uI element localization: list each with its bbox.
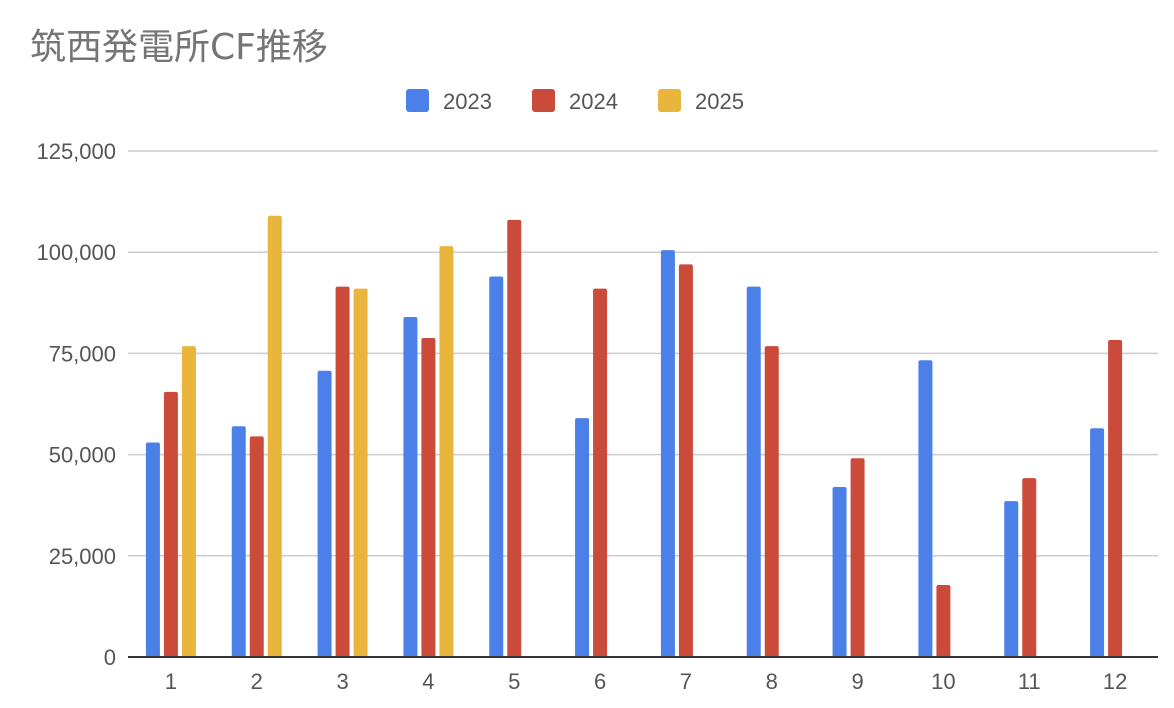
bar-2025-2 (267, 215, 282, 657)
y-tick-label: 75,000 (49, 341, 116, 366)
x-tick-label: 11 (1018, 669, 1041, 694)
bar-2025-3 (353, 288, 368, 657)
x-tick-label: 10 (931, 669, 955, 694)
x-tick-label: 8 (766, 669, 778, 694)
bar-2023-10 (918, 360, 933, 657)
bar-2023-8 (746, 286, 761, 657)
legend-label-2023: 2023 (443, 89, 492, 114)
bar-2023-5 (489, 276, 504, 657)
bar-2024-12 (1108, 340, 1123, 657)
bar-2023-11 (1004, 501, 1019, 657)
y-tick-label: 25,000 (49, 544, 116, 569)
x-tick-label: 9 (851, 669, 863, 694)
y-tick-label: 0 (104, 645, 116, 670)
x-tick-label: 5 (508, 669, 520, 694)
bar-2024-4 (421, 338, 436, 657)
bar-2024-2 (249, 436, 264, 657)
bar-2025-4 (439, 246, 454, 658)
bar-2024-7 (678, 264, 693, 657)
x-tick-label: 3 (336, 669, 348, 694)
bar-2024-9 (850, 458, 865, 657)
bar-2023-2 (231, 426, 246, 657)
bar-2023-4 (403, 316, 418, 657)
y-tick-label: 125,000 (36, 139, 116, 164)
bar-2023-9 (832, 486, 847, 657)
legend-swatch-2025 (658, 89, 681, 112)
y-tick-label: 50,000 (49, 443, 116, 468)
bar-2024-1 (163, 391, 178, 657)
x-tick-label: 12 (1103, 669, 1127, 694)
bar-2025-1 (181, 346, 196, 657)
x-tick-label: 7 (680, 669, 692, 694)
x-tick-label: 1 (165, 669, 177, 694)
bar-2024-5 (507, 219, 522, 658)
bar-2023-3 (317, 370, 332, 657)
bar-2024-6 (593, 288, 608, 657)
legend-label-2025: 2025 (695, 89, 744, 114)
bar-2023-1 (145, 442, 160, 657)
legend-swatch-2024 (532, 89, 555, 112)
bar-2024-8 (764, 346, 779, 657)
x-tick-label: 4 (422, 669, 434, 694)
y-tick-label: 100,000 (36, 240, 116, 265)
chart-title: 筑西発電所CF推移 (30, 27, 328, 68)
x-tick-label: 6 (594, 669, 606, 694)
legend-label-2024: 2024 (569, 89, 618, 114)
bar-2024-3 (335, 286, 350, 657)
bar-2023-12 (1090, 428, 1105, 657)
bar-2023-6 (575, 418, 590, 657)
legend-swatch-2023 (406, 89, 429, 112)
bar-2024-10 (936, 584, 951, 657)
bar-2023-7 (660, 250, 675, 657)
x-tick-label: 2 (251, 669, 263, 694)
bar-2024-11 (1022, 478, 1037, 657)
